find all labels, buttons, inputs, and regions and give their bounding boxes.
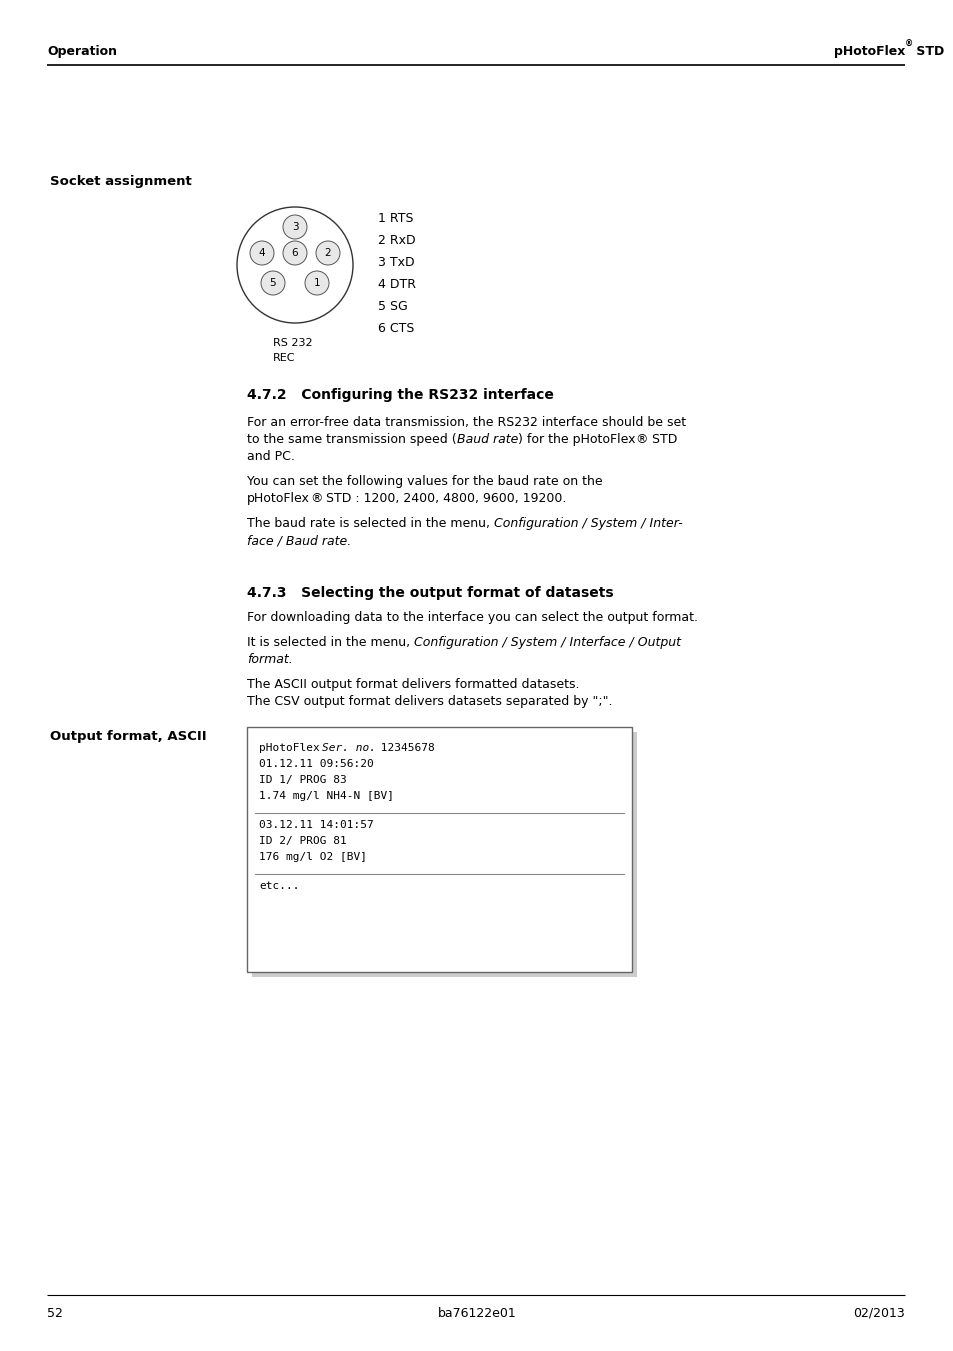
Circle shape [305,272,329,295]
Text: 176 mg/l O2 [BV]: 176 mg/l O2 [BV] [258,852,367,862]
Text: 52: 52 [47,1306,63,1320]
Text: etc...: etc... [258,881,299,892]
Text: ®: ® [635,434,647,446]
Text: Configuration / System / Inter-: Configuration / System / Inter- [494,517,682,530]
Text: The CSV output format delivers datasets separated by ";".: The CSV output format delivers datasets … [247,694,612,708]
Text: ID 2/ PROG 81: ID 2/ PROG 81 [258,836,346,846]
Text: 6: 6 [292,249,298,258]
Text: The baud rate is selected in the menu,: The baud rate is selected in the menu, [247,517,494,530]
Text: 1.74 mg/l NH4-N [BV]: 1.74 mg/l NH4-N [BV] [258,790,394,801]
Text: 4: 4 [258,249,265,258]
Text: ®: ® [904,41,912,49]
Text: 1: 1 [314,278,320,288]
Circle shape [261,272,285,295]
Text: Operation: Operation [47,45,117,58]
Text: For downloading data to the interface you can select the output format.: For downloading data to the interface yo… [247,611,698,624]
Text: 12345678: 12345678 [374,743,435,753]
Text: 3 TxD: 3 TxD [377,255,415,269]
Text: format.: format. [247,653,293,666]
Text: 6 CTS: 6 CTS [377,322,414,335]
Text: Socket assignment: Socket assignment [50,176,192,188]
Bar [247,727,631,971]
Text: RS 232: RS 232 [273,338,313,349]
Text: REC: REC [273,353,295,363]
Text: face / Baud rate.: face / Baud rate. [247,534,351,547]
Text: ID 1/ PROG 83: ID 1/ PROG 83 [258,775,346,785]
Text: ba76122e01: ba76122e01 [437,1306,516,1320]
Circle shape [283,240,307,265]
Circle shape [283,215,307,239]
Text: pHotoFlex: pHotoFlex [258,743,326,753]
Text: 4.7.3   Selecting the output format of datasets: 4.7.3 Selecting the output format of dat… [247,586,613,600]
Text: It is selected in the menu,: It is selected in the menu, [247,636,414,648]
Text: STD: STD [911,45,943,58]
Text: For an error-free data transmission, the RS232 interface should be set: For an error-free data transmission, the… [247,416,685,430]
Text: STD : 1200, 2400, 4800, 9600, 19200.: STD : 1200, 2400, 4800, 9600, 19200. [322,492,566,505]
Circle shape [250,240,274,265]
Text: The baud rate is selected in the menu,: The baud rate is selected in the menu, [247,517,494,530]
Circle shape [315,240,339,265]
Text: The ASCII output format delivers formatted datasets.: The ASCII output format delivers formatt… [247,678,578,690]
Text: 2: 2 [324,249,331,258]
Text: to the same transmission speed (: to the same transmission speed ( [247,434,456,446]
Text: 1 RTS: 1 RTS [377,212,413,226]
Text: 01.12.11 09:56:20: 01.12.11 09:56:20 [258,759,374,769]
Text: 5 SG: 5 SG [377,300,407,313]
Text: and PC.: and PC. [247,450,294,463]
Text: It is selected in the menu,: It is selected in the menu, [247,636,414,648]
Text: STD: STD [647,434,677,446]
Text: ®: ® [310,492,322,505]
Text: pHotoFlex: pHotoFlex [247,492,310,505]
Text: 5: 5 [270,278,276,288]
Text: 3: 3 [292,222,298,232]
Text: Ser. no.: Ser. no. [322,743,375,753]
Text: 4 DTR: 4 DTR [377,278,416,290]
Text: Output format, ASCII: Output format, ASCII [50,730,207,743]
Text: Configuration / System / Interface / Output: Configuration / System / Interface / Out… [414,636,680,648]
Text: ) for the pHotoFlex: ) for the pHotoFlex [517,434,635,446]
Text: You can set the following values for the baud rate on the: You can set the following values for the… [247,476,602,488]
Text: 02/2013: 02/2013 [852,1306,904,1320]
Text: Baud rate: Baud rate [456,434,517,446]
Text: 4.7.2   Configuring the RS232 interface: 4.7.2 Configuring the RS232 interface [247,388,554,403]
Text: 2 RxD: 2 RxD [377,234,416,247]
Text: pHotoFlex: pHotoFlex [833,45,904,58]
Bar [252,732,637,977]
Text: 03.12.11 14:01:57: 03.12.11 14:01:57 [258,820,374,830]
